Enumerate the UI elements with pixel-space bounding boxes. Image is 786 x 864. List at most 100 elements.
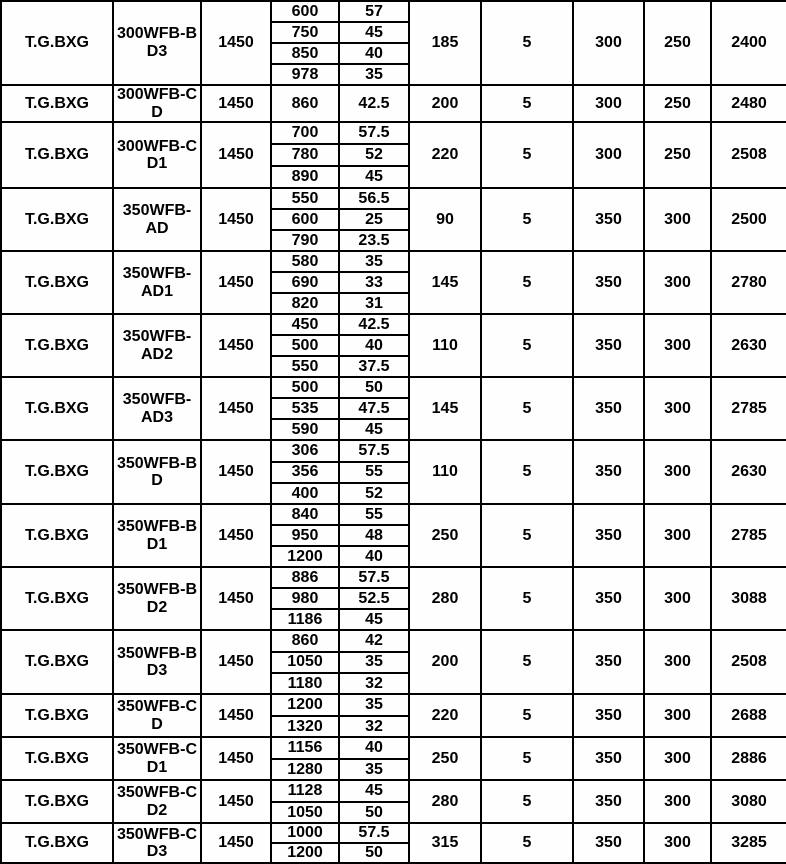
col8-cell: 350 bbox=[572, 313, 645, 379]
col8-cell: 300 bbox=[572, 121, 645, 190]
head-cell: 48 bbox=[338, 524, 410, 548]
speed-cell: 1450 bbox=[200, 0, 272, 86]
model-cell: 350WFB-B D bbox=[112, 439, 202, 506]
col9-cell: 300 bbox=[643, 376, 712, 442]
head-cell: 40 bbox=[338, 736, 410, 760]
head-cell: 35 bbox=[338, 757, 410, 782]
brand-cell: T.G.BXG bbox=[0, 313, 114, 379]
flow-cell: 978 bbox=[270, 63, 340, 86]
table-row: 400 52 bbox=[1, 481, 786, 506]
col7-cell: 5 bbox=[480, 693, 574, 739]
price-cell: 2688 bbox=[710, 693, 786, 739]
model-cell: 350WFB-C D bbox=[112, 693, 202, 739]
power-cell: 200 bbox=[408, 629, 482, 696]
head-cell: 57.5 bbox=[338, 439, 410, 463]
table-row: 550 37.5 bbox=[1, 355, 786, 379]
table-row: 780 52 bbox=[1, 143, 786, 168]
brand-cell: T.G.BXG bbox=[0, 83, 114, 124]
head-cell: 45 bbox=[338, 779, 410, 803]
flow-cell: 1200 bbox=[270, 842, 340, 864]
brand-cell: T.G.BXG bbox=[0, 376, 114, 442]
price-cell: 3088 bbox=[710, 566, 786, 632]
col7-cell: 5 bbox=[480, 0, 574, 86]
flow-cell: 1050 bbox=[270, 650, 340, 674]
price-cell: 2500 bbox=[710, 187, 786, 253]
flow-cell: 1000 bbox=[270, 822, 340, 845]
table-row: 500 40 bbox=[1, 334, 786, 358]
col8-cell: 350 bbox=[572, 629, 645, 696]
table-row: T.G.BXG 350WFB-C D3 1450 1000 57.5 315 5 350 300… bbox=[0, 822, 786, 864]
price-cell: 2780 bbox=[710, 250, 786, 316]
power-cell: 145 bbox=[408, 250, 482, 316]
price-cell: 2886 bbox=[710, 736, 786, 782]
table-row: 950 48 bbox=[1, 524, 786, 548]
col7-cell: 5 bbox=[480, 779, 574, 825]
model-cell: 350WFB- AD3 bbox=[112, 376, 202, 442]
flow-cell: 1200 bbox=[270, 693, 340, 717]
table-row: 820 31 bbox=[1, 292, 786, 316]
head-cell: 57.5 bbox=[338, 121, 410, 146]
table-row: 356 55 bbox=[1, 460, 786, 484]
table-row: T.G.BXG 350WFB-C D 1450 1200 35 220 5 350 300 268… bbox=[0, 693, 786, 739]
power-cell: 220 bbox=[408, 121, 482, 190]
col9-cell: 300 bbox=[643, 629, 712, 696]
table-row: T.G.BXG 350WFB-C D2 1450 1128 45 280 5 350 300 30… bbox=[0, 779, 786, 825]
price-cell: 3080 bbox=[710, 779, 786, 825]
speed-cell: 1450 bbox=[200, 439, 272, 506]
col7-cell: 5 bbox=[480, 566, 574, 632]
table-row: T.G.BXG 300WFB-B D3 1450 600 57 185 5 300 250 240… bbox=[0, 0, 786, 86]
head-cell: 35 bbox=[338, 250, 410, 274]
price-cell: 2508 bbox=[710, 121, 786, 190]
brand-cell: T.G.BXG bbox=[0, 779, 114, 825]
model-cell: 300WFB-B D3 bbox=[112, 0, 202, 86]
col9-cell: 300 bbox=[643, 250, 712, 316]
head-cell: 35 bbox=[338, 693, 410, 717]
model-cell: 350WFB- AD bbox=[112, 187, 202, 253]
flow-cell: 580 bbox=[270, 250, 340, 274]
flow-cell: 550 bbox=[270, 355, 340, 379]
speed-cell: 1450 bbox=[200, 736, 272, 782]
table-row: 978 35 bbox=[1, 63, 786, 86]
price-cell: 2480 bbox=[710, 83, 786, 124]
flow-cell: 500 bbox=[270, 376, 340, 400]
head-cell: 52 bbox=[338, 481, 410, 506]
head-cell: 56.5 bbox=[338, 187, 410, 211]
flow-cell: 600 bbox=[270, 0, 340, 23]
model-cell: 350WFB-B D1 bbox=[112, 503, 202, 569]
power-cell: 200 bbox=[408, 83, 482, 124]
table-row: T.G.BXG 350WFB-B D2 1450 886 57.5 280 5 350 300 3… bbox=[0, 566, 786, 632]
flow-cell: 780 bbox=[270, 143, 340, 168]
table-row: 690 33 bbox=[1, 271, 786, 295]
head-cell: 25 bbox=[338, 208, 410, 232]
head-cell: 23.5 bbox=[338, 229, 410, 253]
model-cell: 300WFB-C D1 bbox=[112, 121, 202, 190]
brand-cell: T.G.BXG bbox=[0, 503, 114, 569]
flow-cell: 790 bbox=[270, 229, 340, 253]
price-cell: 2508 bbox=[710, 629, 786, 696]
table-row: 1050 35 bbox=[1, 650, 786, 674]
col7-cell: 5 bbox=[480, 629, 574, 696]
col9-cell: 300 bbox=[643, 503, 712, 569]
brand-cell: T.G.BXG bbox=[0, 187, 114, 253]
head-cell: 52.5 bbox=[338, 587, 410, 611]
head-cell: 45 bbox=[338, 418, 410, 442]
flow-cell: 400 bbox=[270, 481, 340, 506]
col8-cell: 350 bbox=[572, 822, 645, 864]
col9-cell: 300 bbox=[643, 822, 712, 864]
col8-cell: 300 bbox=[572, 83, 645, 124]
power-cell: 250 bbox=[408, 503, 482, 569]
flow-cell: 356 bbox=[270, 460, 340, 484]
speed-cell: 1450 bbox=[200, 822, 272, 864]
power-cell: 250 bbox=[408, 736, 482, 782]
flow-cell: 860 bbox=[270, 83, 340, 124]
price-cell: 2400 bbox=[710, 0, 786, 86]
flow-cell: 1050 bbox=[270, 800, 340, 825]
col7-cell: 5 bbox=[480, 822, 574, 864]
speed-cell: 1450 bbox=[200, 566, 272, 632]
col7-cell: 5 bbox=[480, 503, 574, 569]
head-cell: 42.5 bbox=[338, 83, 410, 124]
speed-cell: 1450 bbox=[200, 250, 272, 316]
brand-cell: T.G.BXG bbox=[0, 629, 114, 696]
head-cell: 55 bbox=[338, 460, 410, 484]
table-row: T.G.BXG 350WFB- AD2 1450 450 42.5 110 5 350 300 2… bbox=[0, 313, 786, 379]
